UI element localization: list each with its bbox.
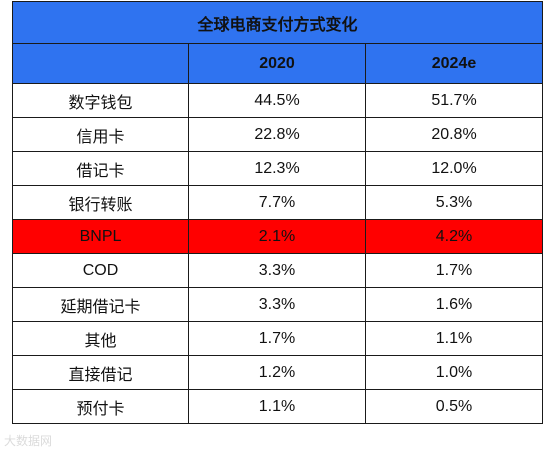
table-row: COD 3.3% 1.7% xyxy=(12,253,543,288)
value-2024e: 4.2% xyxy=(365,219,543,254)
value-2024e: 1.6% xyxy=(365,287,543,322)
payment-methods-table: 全球电商支付方式变化 2020 2024e 数字钱包 44.5% 51.7% 信… xyxy=(12,1,543,424)
value-2020: 7.7% xyxy=(188,185,366,220)
value-2024e: 1.0% xyxy=(365,355,543,390)
value-2024e: 12.0% xyxy=(365,151,543,186)
table-row: 数字钱包 44.5% 51.7% xyxy=(12,83,543,118)
row-label: 延期借记卡 xyxy=(12,287,189,322)
value-2020: 1.2% xyxy=(188,355,366,390)
row-label: COD xyxy=(12,253,189,288)
table-row: 直接借记 1.2% 1.0% xyxy=(12,355,543,390)
value-2020: 22.8% xyxy=(188,117,366,152)
table-row: 银行转账 7.7% 5.3% xyxy=(12,185,543,220)
value-2020: 1.1% xyxy=(188,389,366,424)
value-2020: 44.5% xyxy=(188,83,366,118)
row-label: 信用卡 xyxy=(12,117,189,152)
value-2024e: 1.7% xyxy=(365,253,543,288)
value-2024e: 51.7% xyxy=(365,83,543,118)
column-header-2020: 2020 xyxy=(188,43,366,84)
table-row: 借记卡 12.3% 12.0% xyxy=(12,151,543,186)
value-2024e: 5.3% xyxy=(365,185,543,220)
table-row: 延期借记卡 3.3% 1.6% xyxy=(12,287,543,322)
row-label: 借记卡 xyxy=(12,151,189,186)
table-body: 数字钱包 44.5% 51.7% 信用卡 22.8% 20.8% 借记卡 12.… xyxy=(12,83,543,424)
value-2020: 12.3% xyxy=(188,151,366,186)
value-2024e: 20.8% xyxy=(365,117,543,152)
value-2020: 1.7% xyxy=(188,321,366,356)
value-2024e: 0.5% xyxy=(365,389,543,424)
table-title-row: 全球电商支付方式变化 xyxy=(12,1,543,44)
payment-methods-table-frame: 全球电商支付方式变化 2020 2024e 数字钱包 44.5% 51.7% 信… xyxy=(12,1,543,424)
row-label: 其他 xyxy=(12,321,189,356)
table-row-highlighted: BNPL 2.1% 4.2% xyxy=(12,219,543,254)
table-row: 其他 1.7% 1.1% xyxy=(12,321,543,356)
row-label: 直接借记 xyxy=(12,355,189,390)
column-header-method xyxy=(12,43,189,84)
value-2020: 3.3% xyxy=(188,287,366,322)
column-header-2024e: 2024e xyxy=(365,43,543,84)
value-2020: 3.3% xyxy=(188,253,366,288)
table-row: 信用卡 22.8% 20.8% xyxy=(12,117,543,152)
watermark: 大数据网 xyxy=(4,434,53,448)
row-label: 银行转账 xyxy=(12,185,189,220)
column-header-row: 2020 2024e xyxy=(12,43,543,84)
row-label: 数字钱包 xyxy=(12,83,189,118)
table-title: 全球电商支付方式变化 xyxy=(12,1,543,44)
row-label: BNPL xyxy=(12,219,189,254)
value-2020: 2.1% xyxy=(188,219,366,254)
row-label: 预付卡 xyxy=(12,389,189,424)
value-2024e: 1.1% xyxy=(365,321,543,356)
table-row: 预付卡 1.1% 0.5% xyxy=(12,389,543,424)
